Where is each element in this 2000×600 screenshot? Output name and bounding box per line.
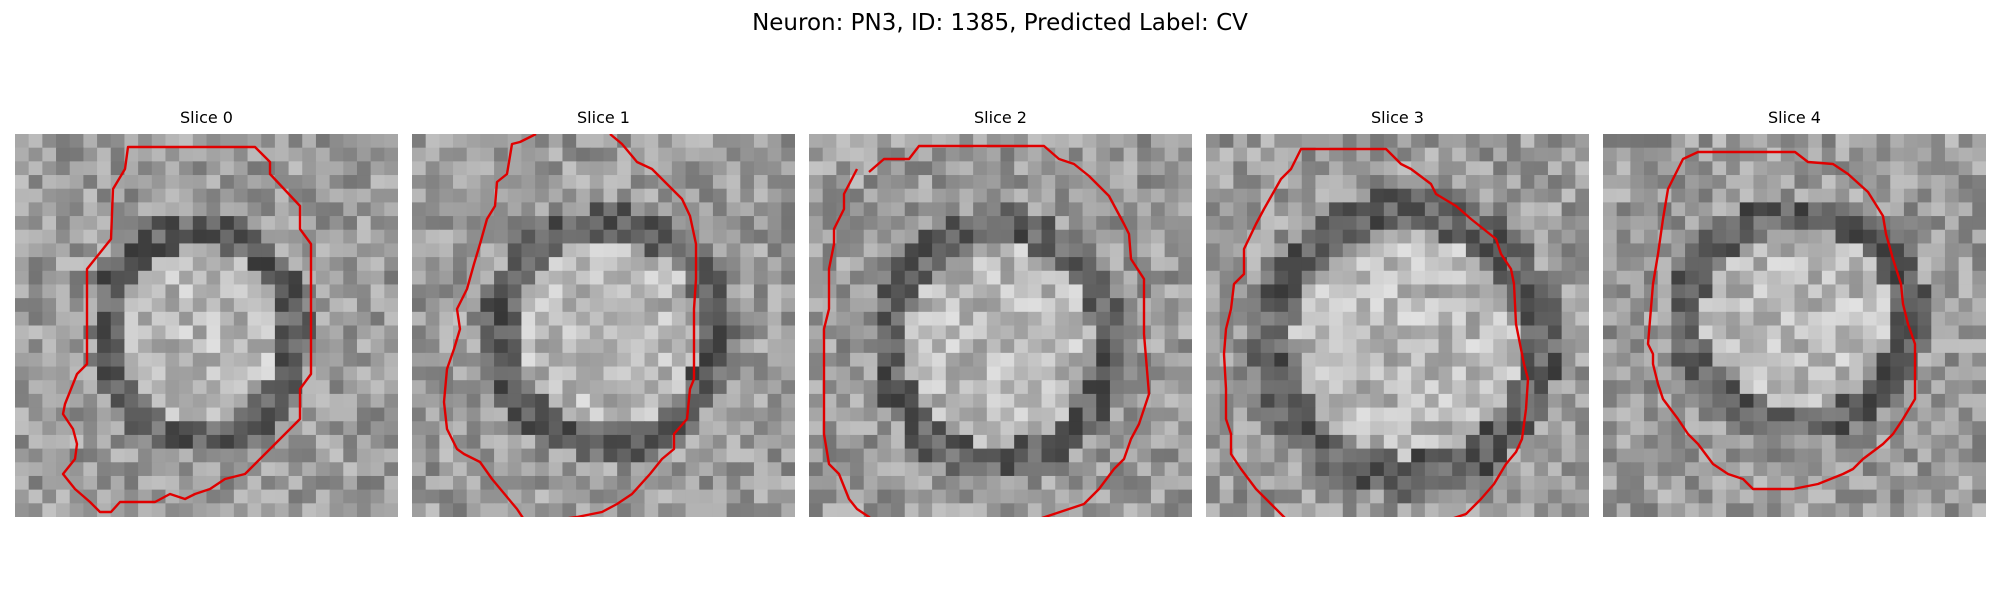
slice-title: Slice 3 (1371, 108, 1424, 127)
contour-line (1646, 150, 1917, 491)
slice-image-2 (809, 134, 1192, 517)
contour-line (822, 144, 1151, 517)
slice-title: Slice 2 (974, 108, 1027, 127)
slice-title: Slice 4 (1768, 108, 1821, 127)
contour-line (442, 134, 698, 517)
slice-image-3 (1206, 134, 1589, 517)
contour-line (1222, 147, 1530, 517)
slice-title: Slice 0 (180, 108, 233, 127)
slice-image-4 (1603, 134, 1986, 517)
contour-line (61, 145, 313, 514)
slice-image-0 (15, 134, 398, 517)
figure-title: Neuron: PN3, ID: 1385, Predicted Label: … (752, 10, 1248, 36)
slice-image-1 (412, 134, 795, 517)
slice-title: Slice 1 (577, 108, 630, 127)
